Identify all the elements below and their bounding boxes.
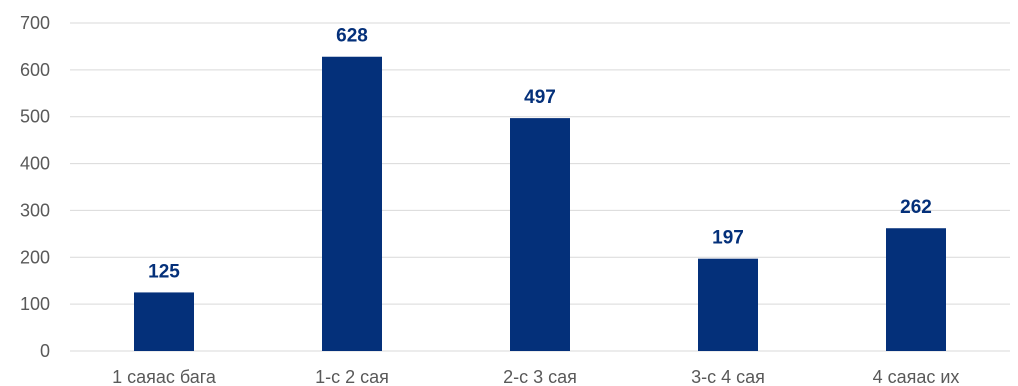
y-tick-label: 500 (20, 107, 50, 127)
y-tick-label: 200 (20, 247, 50, 267)
data-labels: 125 628 497 197 262 (148, 26, 932, 283)
y-tick-label: 400 (20, 154, 50, 174)
bars (134, 56, 946, 352)
data-label: 628 (336, 26, 368, 47)
y-tick-label: 0 (40, 341, 50, 361)
bar (886, 228, 946, 351)
data-label: 125 (148, 261, 180, 282)
data-label: 497 (524, 87, 556, 108)
bar (698, 258, 758, 351)
x-tick-label: 3-с 4 сая (691, 367, 765, 386)
y-tick-label: 300 (20, 200, 50, 220)
x-tick-label: 4 саяас их (873, 367, 960, 386)
bar (510, 118, 570, 352)
x-tick-label: 2-с 3 сая (503, 367, 577, 386)
bar (134, 292, 194, 351)
y-axis-ticks: 0 100 200 300 400 500 600 700 (20, 13, 50, 361)
bar (322, 56, 382, 351)
data-label: 197 (712, 228, 744, 249)
y-tick-label: 600 (20, 60, 50, 80)
x-tick-label: 1 саяас бага (112, 367, 217, 386)
x-axis-ticks: 1 саяас бага 1-с 2 сая 2-с 3 сая 3-с 4 сая 4… (112, 367, 959, 386)
data-label: 262 (900, 197, 932, 218)
y-tick-label: 700 (20, 13, 50, 33)
x-tick-label: 1-с 2 сая (315, 367, 389, 386)
y-tick-label: 100 (20, 294, 50, 314)
